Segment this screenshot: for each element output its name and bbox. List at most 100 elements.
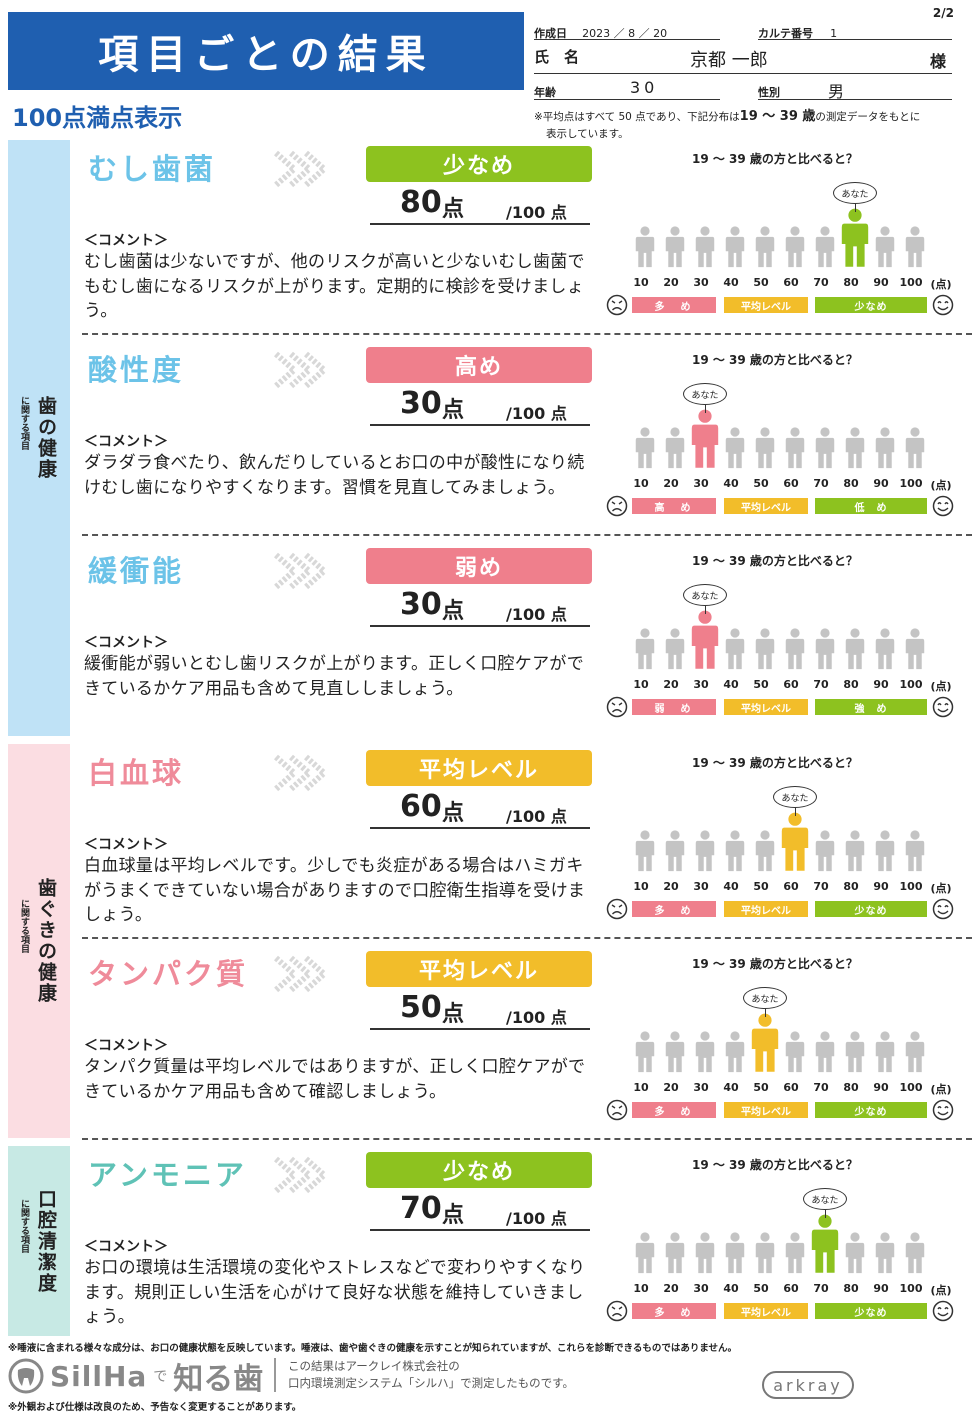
- person-figure-icon: [634, 1031, 656, 1077]
- tick-label: 30: [693, 477, 709, 490]
- compare-title: 19 〜 39 歳の方と比べると？: [692, 554, 858, 568]
- scale-mid-bar: 平均レベル: [724, 1102, 808, 1118]
- chart-no-row: カルテ番号 1: [758, 22, 952, 40]
- happy-face-icon: [932, 495, 954, 517]
- sad-face-icon: [606, 696, 628, 718]
- you-figure-icon: [689, 610, 721, 674]
- tick-label: 100: [899, 477, 923, 490]
- chevron-arrows-icon: [274, 552, 329, 590]
- tick-label: 10: [633, 477, 649, 490]
- tick-label: 90: [873, 880, 889, 893]
- comment-text: 白血球量は平均レベルです。少しでも炎症がある場合はハミガキがうまくできていない場…: [84, 856, 586, 925]
- tick-label: 30: [693, 1282, 709, 1295]
- comment-label: ＜コメント＞: [84, 1239, 168, 1255]
- tooth-logo-icon: [8, 1358, 44, 1394]
- section-divider: [82, 333, 972, 335]
- sad-face-icon: [606, 898, 628, 920]
- tick-labels: 10 20 30 40 50 60 70 80 90 100 (点): [630, 1081, 960, 1096]
- result-section: むし歯菌 少なめ 80 点/100 点＜コメント＞ むし歯菌は少ないですが、他のリスクが…: [70, 140, 972, 341]
- tick-label: 20: [663, 1282, 679, 1295]
- scale-mid-bar: 平均レベル: [724, 297, 808, 313]
- you-bubble: あなた: [743, 987, 787, 1009]
- score-box: 70 点/100 点: [370, 1191, 590, 1231]
- compare-title: 19 〜 39 歳の方と比べると？: [692, 1158, 858, 1172]
- score-unit: 点: [442, 197, 465, 222]
- person-figure-icon: [634, 427, 656, 473]
- tick-label: 60: [783, 477, 799, 490]
- tick-labels: 10 20 30 40 50 60 70 80 90 100 (点): [630, 678, 960, 693]
- category-cleanliness: 口腔清潔度 に関する項目: [8, 1146, 70, 1336]
- category-sublabel: に関する項目: [19, 899, 29, 953]
- tick-label: 10: [633, 678, 649, 691]
- person-figure-icon: [844, 1031, 866, 1077]
- bubble-tail: [825, 1210, 826, 1218]
- distribution-figures: あなた: [630, 981, 930, 1077]
- scale-high-bar: 少なめ: [815, 901, 927, 917]
- score-value: 60: [400, 789, 442, 824]
- age-value: 30: [630, 78, 659, 97]
- you-bubble: あなた: [803, 1188, 847, 1210]
- average-note: ※平均点はすべて 50 点であり、下記分布は19 〜 39 歳の測定データをもと…: [534, 109, 921, 140]
- item-name: 酸性度: [88, 353, 185, 387]
- tick-label: 10: [633, 1282, 649, 1295]
- sex-value: 男: [828, 82, 845, 101]
- scale-high-bar: 低 め: [815, 498, 927, 514]
- tick-label: 60: [783, 1081, 799, 1094]
- person-figure-icon: [784, 427, 806, 473]
- happy-face-icon: [932, 1300, 954, 1322]
- tick-label: 50: [753, 880, 769, 893]
- person-figure-icon: [724, 1031, 746, 1077]
- tick-label: (点): [930, 882, 952, 895]
- you-bubble: あなた: [683, 584, 727, 606]
- tick-labels: 10 20 30 40 50 60 70 80 90 100 (点): [630, 1282, 960, 1297]
- tick-label: 40: [723, 1282, 739, 1295]
- tick-label: (点): [930, 680, 952, 693]
- tick-label: 50: [753, 1282, 769, 1295]
- tick-label: 60: [783, 276, 799, 289]
- tick-label: 60: [783, 678, 799, 691]
- person-figure-icon: [634, 226, 656, 272]
- tick-label: 20: [663, 678, 679, 691]
- tick-label: 90: [873, 678, 889, 691]
- level-badge: 少なめ: [366, 1152, 592, 1188]
- distribution-figures: あなた: [630, 780, 930, 876]
- chevron-arrows-icon: [274, 1156, 329, 1194]
- tick-label: 10: [633, 276, 649, 289]
- person-figure-icon: [874, 628, 896, 674]
- level-badge: 少なめ: [366, 146, 592, 182]
- comment-label: ＜コメント＞: [84, 434, 168, 450]
- score-unit: 点: [442, 1002, 465, 1027]
- tick-label: 70: [813, 1282, 829, 1295]
- tick-label: 10: [633, 880, 649, 893]
- person-figure-icon: [664, 628, 686, 674]
- score-value: 30: [400, 386, 442, 421]
- person-figure-icon: [814, 1031, 836, 1077]
- tick-labels: 10 20 30 40 50 60 70 80 90 100 (点): [630, 880, 960, 895]
- compare-title: 19 〜 39 歳の方と比べると？: [692, 957, 858, 971]
- category-teeth: 歯の健康 に関する項目: [8, 140, 70, 736]
- scale-low-bar: 多 め: [632, 297, 716, 313]
- person-figure-icon: [664, 226, 686, 272]
- tick-label: 80: [843, 880, 859, 893]
- person-figure-icon: [874, 1031, 896, 1077]
- scale-low-bar: 多 め: [632, 901, 716, 917]
- level-badge: 弱め: [366, 548, 592, 584]
- result-section: アンモニア 少なめ 70 点/100 点＜コメント＞ お口の環境は生活環境の変化やストレ…: [70, 1146, 972, 1347]
- person-figure-icon: [694, 226, 716, 272]
- person-figure-icon: [754, 427, 776, 473]
- happy-face-icon: [932, 1099, 954, 1121]
- person-figure-icon: [784, 1031, 806, 1077]
- score-box: 30 点/100 点: [370, 386, 590, 426]
- person-figure-icon: [874, 1232, 896, 1278]
- chevron-arrows-icon: [274, 351, 329, 389]
- person-figure-icon: [754, 226, 776, 272]
- item-name: 白血球: [88, 756, 185, 790]
- tick-label: 30: [693, 276, 709, 289]
- person-figure-icon: [814, 427, 836, 473]
- tick-label: 30: [693, 880, 709, 893]
- tick-label: 60: [783, 1282, 799, 1295]
- person-figure-icon: [664, 1031, 686, 1077]
- person-figure-icon: [694, 830, 716, 876]
- tick-label: 50: [753, 276, 769, 289]
- tick-label: 80: [843, 477, 859, 490]
